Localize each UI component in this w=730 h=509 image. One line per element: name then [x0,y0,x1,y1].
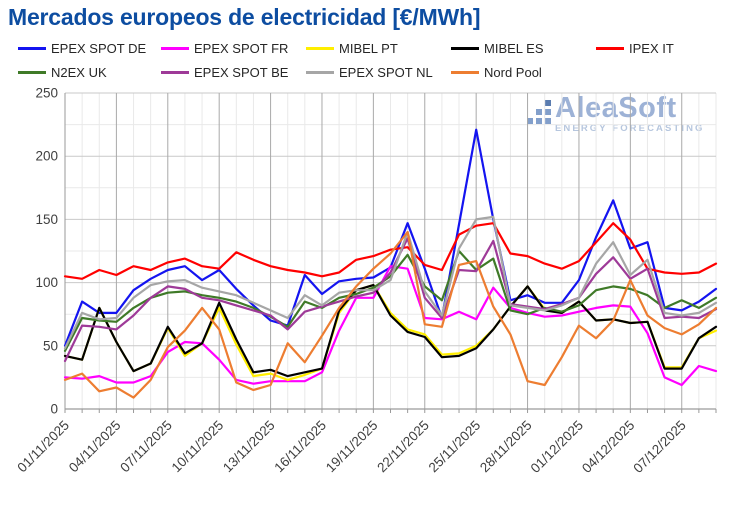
legend-label: EPEX SPOT DE [51,40,147,56]
x-axis-label: 04/12/2025 [579,418,637,476]
legend-label: IPEX IT [629,40,674,56]
legend-label: EPEX SPOT BE [194,64,289,80]
aleasoft-logo-tagline: ENERGY FORECASTING [555,123,705,134]
legend-item-epex-spot-be: EPEX SPOT BE [161,64,288,80]
aleasoft-dots-icon [527,99,552,126]
logo-dot [527,118,533,124]
legend-item-epex-spot-fr: EPEX SPOT FR [161,40,288,56]
x-axis-label: 28/11/2025 [477,418,535,476]
legend-swatch [306,46,334,50]
y-axis-label: 200 [35,149,58,164]
legend-label: N2EX UK [51,64,107,80]
logo-dot [536,118,542,124]
x-axis-label: 13/11/2025 [220,418,278,476]
x-axis-label: 04/11/2025 [66,418,124,476]
x-axis-label: 25/11/2025 [426,418,484,476]
y-axis-label: 50 [43,338,58,353]
series-line-epex-spot-fr [63,265,718,387]
y-axis-label: 100 [35,275,58,290]
legend-item-ipex-it: IPEX IT [596,40,674,56]
legend-swatch [18,46,46,50]
legend-swatch [596,46,624,50]
y-axis-label: 150 [35,212,58,227]
x-axis-label: 01/12/2025 [528,418,586,476]
x-axis-label: 22/11/2025 [374,418,432,476]
series-line-ipex-it [63,222,718,280]
series-line-epex-spot-be [63,237,718,363]
legend-item-mibel-es: MIBEL ES [451,40,543,56]
legend-swatch [451,46,479,50]
logo-dot [545,118,551,124]
x-axis-label: 07/12/2025 [630,418,688,476]
logo-dot [545,109,551,115]
x-axis-label: 07/11/2025 [117,418,175,476]
legend-label: Nord Pool [484,64,542,80]
aleasoft-logo-text: AleaSoft [555,92,677,124]
legend-label: MIBEL ES [484,40,544,56]
legend-item-nord-pool: Nord Pool [451,64,542,80]
logo-dot [545,100,551,106]
series-line-nord-pool [63,230,718,399]
legend-swatch [161,70,189,74]
legend-swatch [451,70,479,74]
legend-swatch [18,70,46,74]
legend-item-epex-spot-de: EPEX SPOT DE [18,40,146,56]
aleasoft-logo: AleaSoft ENERGY FORECASTING [527,94,722,134]
chart-title: Mercados europeos de electricidad [€/MWh… [8,4,481,30]
x-axis-label: 16/11/2025 [271,418,329,476]
legend-label: MIBEL PT [339,40,398,56]
series-line-epex-spot-nl [63,215,718,350]
x-axis-label: 19/11/2025 [323,418,381,476]
series-line-mibel-es [63,284,718,378]
legend-swatch [161,46,189,50]
y-axis-label: 0 [50,402,58,417]
x-axis-label: 10/11/2025 [169,418,227,476]
legend-item-mibel-pt: MIBEL PT [306,40,398,56]
y-axis-label: 250 [35,86,58,101]
x-axis-label: 01/11/2025 [14,418,72,476]
logo-dot [536,109,542,115]
series-line-n2ex-uk [63,249,718,352]
legend-item-epex-spot-nl: EPEX SPOT NL [306,64,433,80]
legend-label: EPEX SPOT FR [194,40,289,56]
legend-label: EPEX SPOT NL [339,64,433,80]
legend-swatch [306,70,334,74]
legend-item-n2ex-uk: N2EX UK [18,64,107,80]
